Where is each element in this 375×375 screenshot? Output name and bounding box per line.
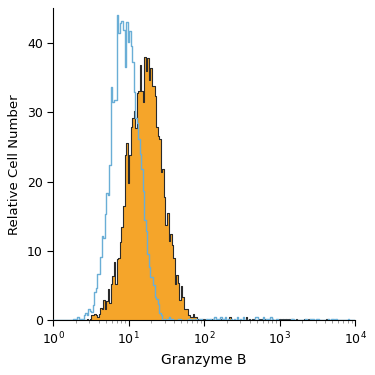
X-axis label: Granzyme B: Granzyme B [161,352,247,367]
Y-axis label: Relative Cell Number: Relative Cell Number [8,94,21,234]
